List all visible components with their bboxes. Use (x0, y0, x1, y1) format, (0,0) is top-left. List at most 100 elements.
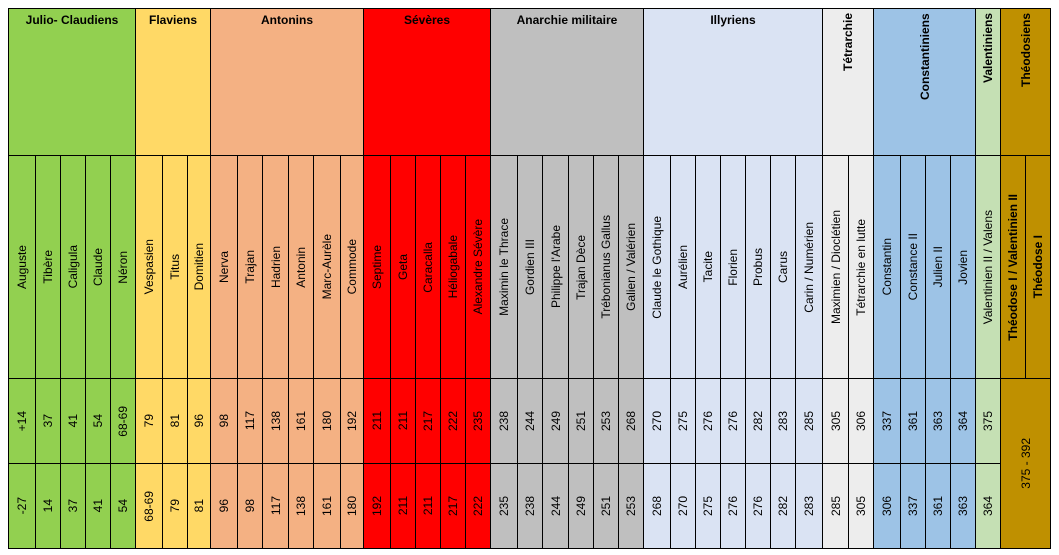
emperor-name: Théodose I (1025, 155, 1051, 379)
emperor-name-text: Carin / Numérien (802, 221, 816, 313)
end-year-text: 96 (192, 414, 206, 428)
end-year-text: 275 (676, 410, 690, 432)
start-year: 238 (517, 463, 543, 549)
emperor-name-text: Marc-Aurèle (320, 234, 334, 300)
start-year: 249 (568, 463, 594, 549)
start-year-text: 306 (880, 495, 894, 517)
end-year-text: 81 (168, 414, 182, 428)
emperor-name: Nerva (210, 155, 238, 379)
start-year-text: 98 (243, 499, 257, 513)
dynasty-header-text: Illyriens (710, 13, 756, 27)
dynasty-header: Constantiniens (873, 8, 976, 156)
emperor-name: Florien (720, 155, 746, 379)
start-year: 305 (848, 463, 874, 549)
emperor-name-text: Caligula (66, 245, 80, 289)
start-year: 337 (900, 463, 926, 549)
end-year: 98 (210, 378, 238, 464)
emperor-name-text: Jovien (956, 249, 970, 285)
start-year: 81 (187, 463, 211, 549)
emperor-name-text: Tétrarchie en lutte (854, 218, 868, 316)
start-year: 180 (340, 463, 364, 549)
start-year-text: 283 (802, 495, 816, 517)
end-year-text: 41 (66, 414, 80, 428)
emperor-name-text: Aurélien (676, 244, 690, 290)
emperor-name: Carus (770, 155, 796, 379)
emperor-name: Probus (745, 155, 771, 379)
end-year: 337 (873, 378, 901, 464)
end-year: 249 (542, 378, 569, 464)
emperor-name: Antonin (288, 155, 314, 379)
emperor-name-text: Gordien III (523, 238, 537, 296)
start-year: 276 (745, 463, 771, 549)
emperor-name-text: Domitien (192, 243, 206, 291)
emperor-name: Trébonianus Gallus (593, 155, 619, 379)
emperor-name-text: Théodose I (1031, 235, 1045, 299)
emperor-name: Tibère (35, 155, 61, 379)
end-year: 276 (695, 378, 721, 464)
emperor-name: Hadrien (262, 155, 289, 379)
end-year: 238 (490, 378, 518, 464)
emperor-name: Aurélien (670, 155, 696, 379)
end-year-text: 283 (776, 410, 790, 432)
start-year: 138 (288, 463, 314, 549)
start-year-text: 211 (396, 496, 410, 516)
emperor-name-text: Claude le Gothique (650, 215, 664, 319)
emperor-name-text: Geta (396, 253, 410, 280)
emperor-name: Philippe l'Arabe (542, 155, 569, 379)
emperor-name: Trajan Dèce (568, 155, 594, 379)
start-year-text: 276 (726, 495, 740, 517)
emperor-name: Trajan (237, 155, 263, 379)
start-year: 364 (975, 463, 1001, 549)
start-year: 270 (670, 463, 696, 549)
emperor-name: Maximien / Dioclétien (822, 155, 849, 379)
dynasty-header: Illyriens (643, 8, 823, 156)
end-year-text: 68-69 (116, 405, 130, 437)
emperor-name: Constance II (900, 155, 926, 379)
end-year-text: 276 (726, 410, 740, 432)
dynasty-header: Julio- Claudiens (8, 8, 136, 156)
start-year-text: 192 (370, 495, 384, 517)
end-year-text: 251 (574, 410, 588, 432)
start-year-text: 253 (624, 495, 638, 517)
start-year: 217 (440, 463, 466, 549)
end-year-text: 238 (497, 410, 511, 432)
emperor-name: Claude (85, 155, 111, 379)
start-year-text: 363 (956, 495, 970, 517)
emperor-name: Caligula (60, 155, 86, 379)
dynasty-header-text: Théodosiens (1018, 13, 1033, 88)
end-year-text: 375 (981, 410, 995, 432)
emperor-name-text: Alexandre Sévère (471, 219, 485, 315)
dynasty-header: Valentiniens (975, 8, 1001, 156)
end-year: 361 (900, 378, 926, 464)
start-year: 251 (593, 463, 619, 549)
end-year: 96 (187, 378, 211, 464)
emperor-name-text: Trébonianus Gallus (599, 215, 613, 319)
start-year-text: 211 (421, 496, 435, 516)
emperor-name: Septime (363, 155, 391, 379)
start-year: 161 (313, 463, 341, 549)
end-year: 81 (162, 378, 188, 464)
start-year-text: 41 (91, 499, 105, 513)
end-year: 285 (795, 378, 823, 464)
emperor-name-text: Héliogabale (446, 235, 460, 299)
emperor-name-text: Tacite (701, 251, 715, 283)
emperor-name: Tacite (695, 155, 721, 379)
start-year-text: 364 (981, 495, 995, 517)
emperor-name-text: Maximien / Dioclétien (828, 209, 843, 325)
start-year-text: 244 (548, 495, 563, 517)
emperor-name-text: Trajan Dèce (574, 234, 588, 300)
end-year-text: 282 (751, 410, 765, 432)
start-year: 235 (490, 463, 518, 549)
start-year: 117 (262, 463, 289, 549)
emperor-name: Théodose I / Valentinien II (1000, 155, 1026, 379)
start-year: 253 (618, 463, 644, 549)
emperor-name: Alexandre Sévère (465, 155, 491, 379)
dynasty-header: Flaviens (135, 8, 211, 156)
emperor-name-text: Maximin le Thrace (497, 218, 511, 316)
start-year-text: 251 (599, 495, 613, 517)
end-year: 283 (770, 378, 796, 464)
emperor-name: Vespasien (135, 155, 163, 379)
start-year-text: 138 (294, 495, 308, 517)
dynasty-header-text: Antonins (261, 13, 313, 27)
